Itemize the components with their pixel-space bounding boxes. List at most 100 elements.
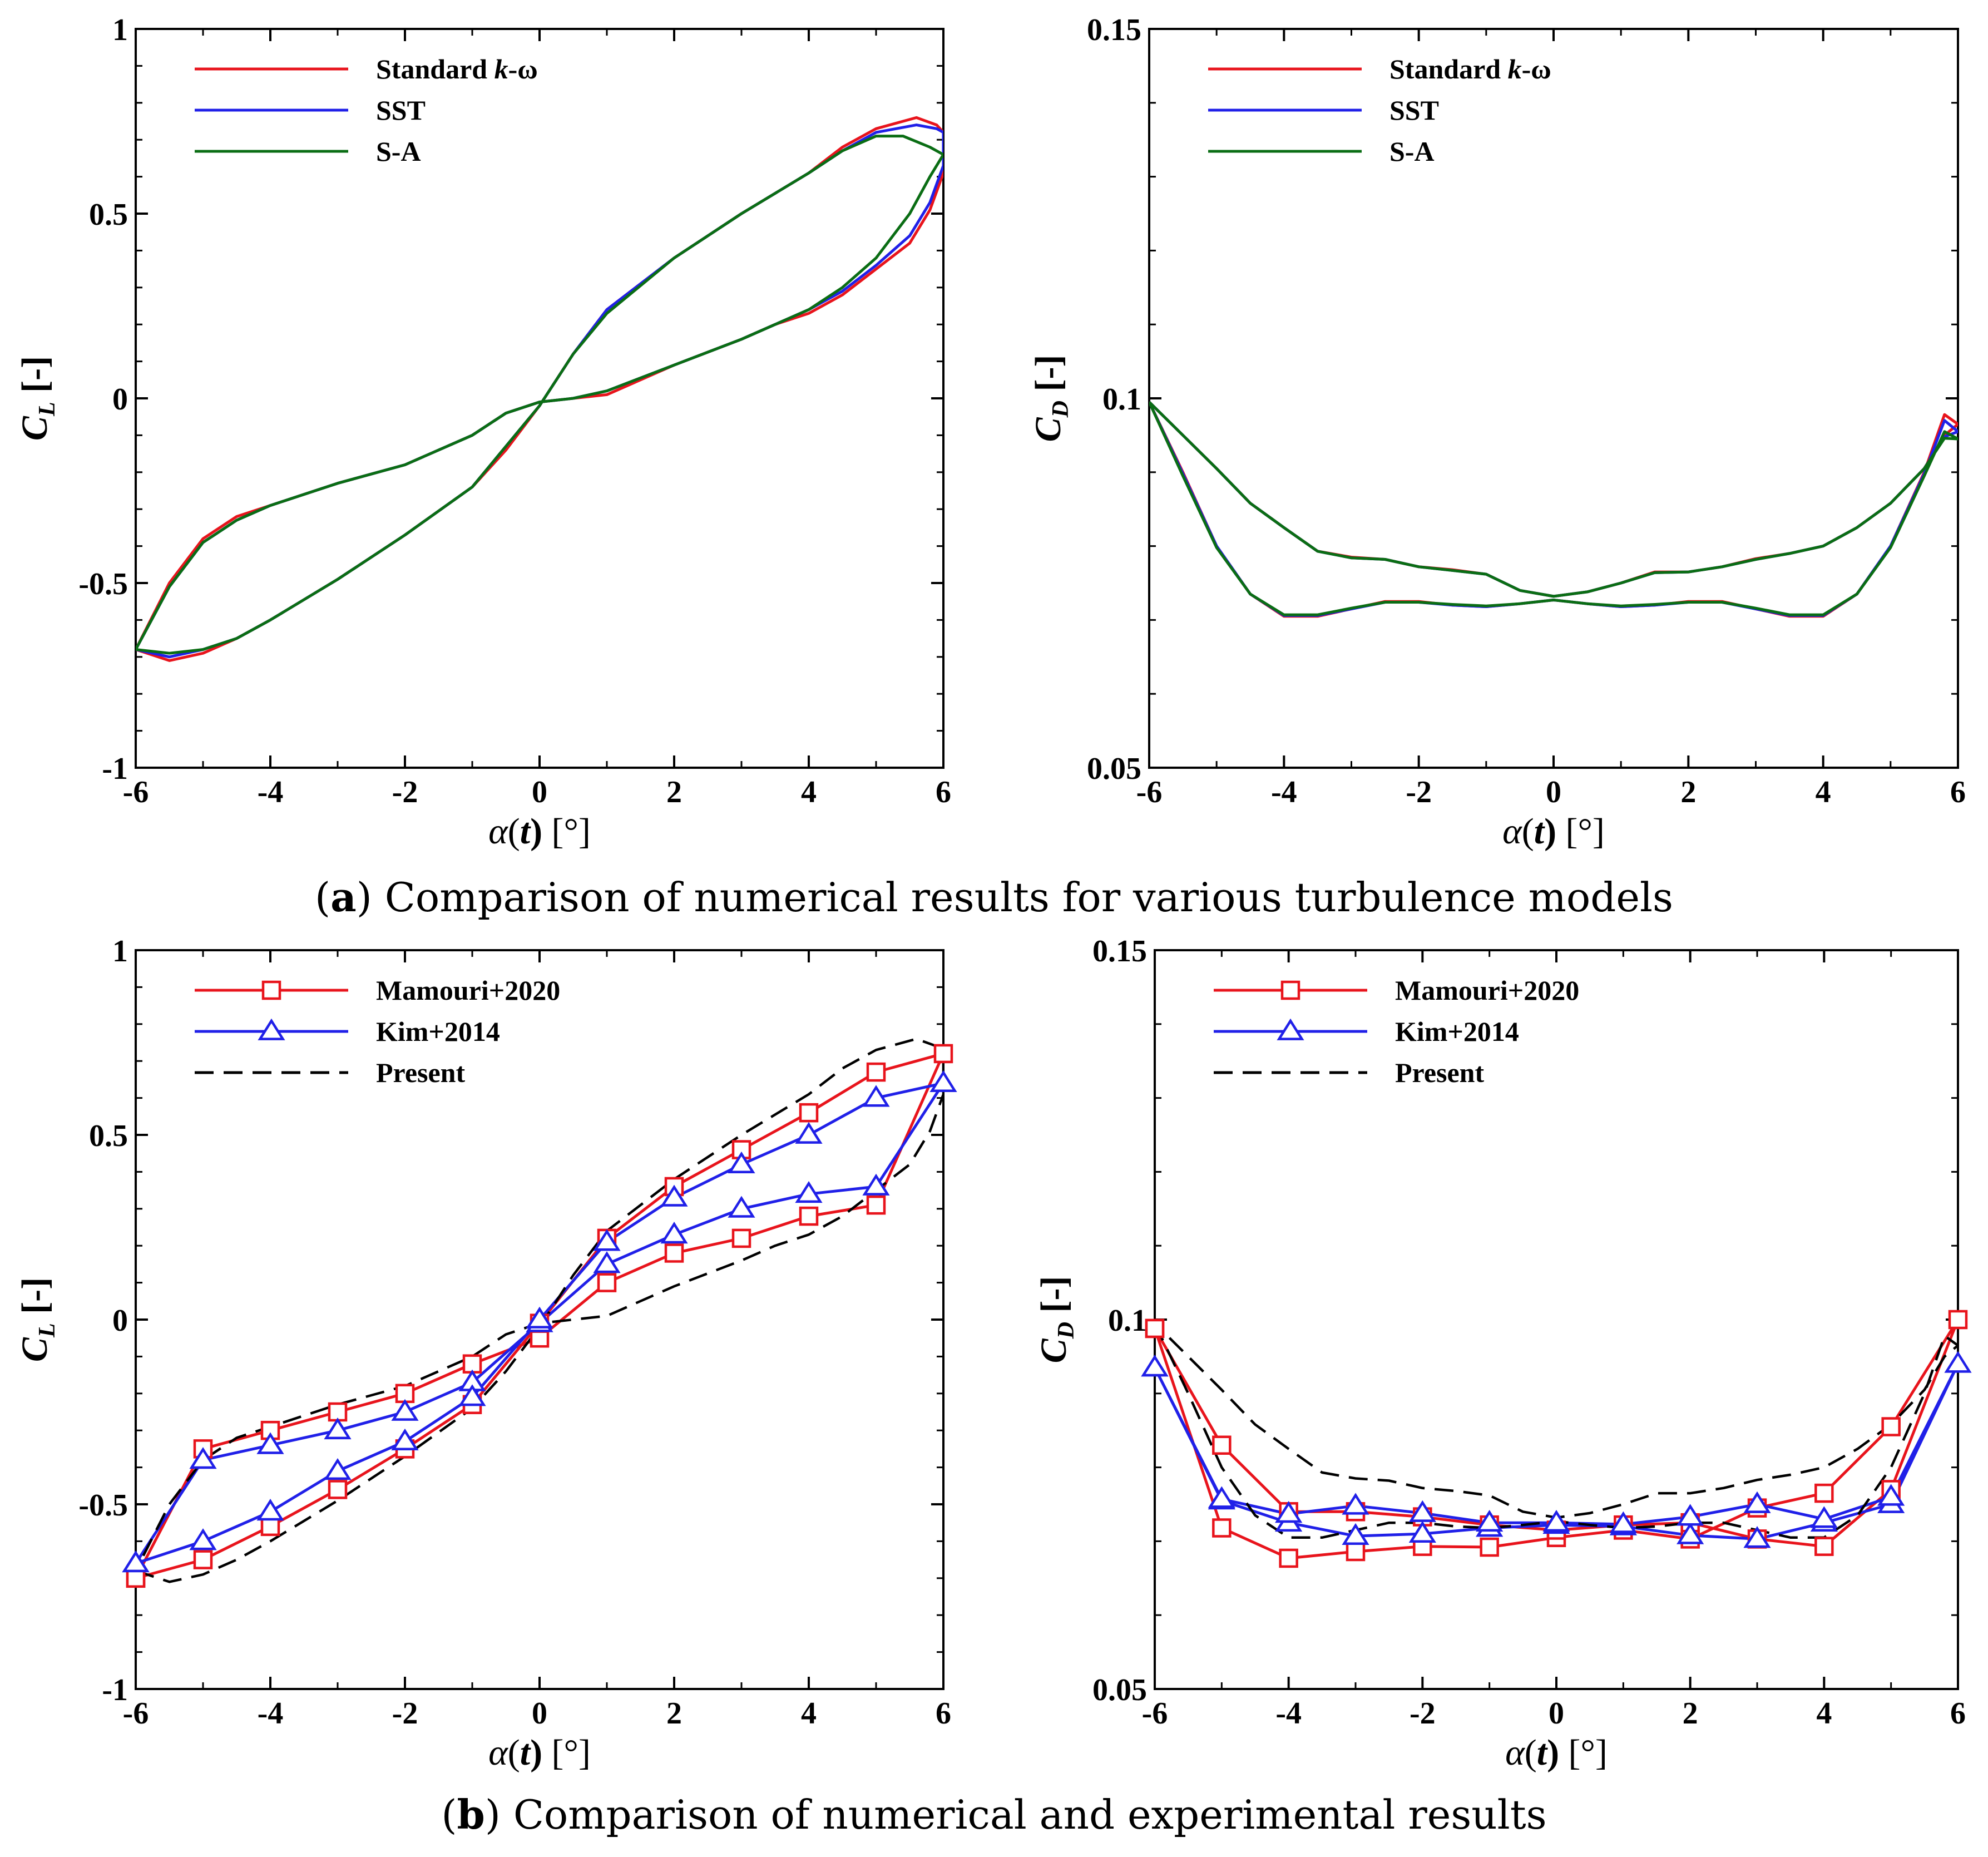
- y-tick-label: -1: [102, 752, 128, 786]
- data-point-kim-2014: [862, 1173, 890, 1196]
- data-point-kim-2014: [1743, 1491, 1771, 1513]
- x-axis-label: α(t) [°]: [1505, 1732, 1608, 1773]
- data-point-kim-2014: [391, 1428, 419, 1451]
- y-axis-label-sub: D: [1054, 1322, 1079, 1339]
- legend-label: Standard k-ω: [376, 53, 538, 85]
- data-point-kim-2014: [189, 1528, 217, 1550]
- data-point-kim-2014: [728, 1196, 755, 1218]
- legend-marker: [1280, 980, 1300, 1000]
- data-point-kim-2014: [660, 1222, 688, 1244]
- caption-a-text: ) Comparison of numerical results for va…: [357, 874, 1673, 921]
- data-point-kim-2014: [795, 1181, 823, 1203]
- legend-label: Mamouri+2020: [376, 975, 560, 1006]
- y-tick-label: 0.05: [1092, 1673, 1147, 1707]
- data-point-kim-2014: [1944, 1351, 1972, 1373]
- y-axis-label-sub: D: [1048, 401, 1074, 418]
- data-point-kim-2014: [1342, 1523, 1369, 1545]
- data-point-kim-2014: [256, 1432, 284, 1454]
- data-point-kim-2014: [1877, 1484, 1905, 1506]
- x-tick-label: 6: [1950, 1696, 1966, 1731]
- data-point-mamouri-2020: [328, 1480, 348, 1499]
- x-tick-label: -2: [1410, 1696, 1436, 1731]
- x-tick-label: 6: [936, 775, 951, 809]
- data-point-kim-2014: [593, 1229, 621, 1251]
- x-axis-label-paren-open: (: [1522, 811, 1534, 852]
- data-point-mamouri-2020: [799, 1103, 819, 1123]
- x-axis-label-alpha: α: [488, 811, 508, 852]
- x-axis-label-alpha: α: [1505, 1732, 1525, 1773]
- data-point-mamouri-2020: [597, 1273, 617, 1292]
- series-line-s-a: [1149, 401, 1958, 616]
- data-point-mamouri-2020: [260, 1517, 280, 1537]
- data-point-kim-2014: [1476, 1509, 1504, 1532]
- legend-label-k: k: [494, 53, 508, 85]
- legend-label: Mamouri+2020: [1395, 975, 1579, 1006]
- caption-b-text: ) Comparison of numerical and experiment…: [485, 1791, 1547, 1838]
- data-point-mamouri-2020: [933, 1044, 953, 1064]
- legend-label: SST: [1389, 95, 1439, 126]
- y-axis-label-sub: L: [34, 402, 60, 417]
- data-point-kim-2014: [189, 1447, 217, 1469]
- x-tick-label: -6: [123, 1696, 149, 1731]
- y-tick-label: 1: [112, 13, 128, 47]
- legend-label-base: Standard: [1389, 53, 1508, 85]
- data-point-kim-2014: [1275, 1501, 1303, 1523]
- x-tick-label: -4: [1271, 775, 1297, 809]
- x-axis-label-unit: [°]: [542, 811, 591, 852]
- x-tick-label: -2: [392, 1696, 418, 1731]
- x-axis-label-alpha: α: [488, 1732, 508, 1773]
- x-tick-label: 4: [801, 775, 817, 809]
- data-point-mamouri-2020: [664, 1243, 684, 1263]
- data-point-kim-2014: [1342, 1493, 1369, 1515]
- caption-b-letter: b: [457, 1791, 485, 1838]
- y-axis-label: CL [-]: [14, 1277, 60, 1362]
- x-axis-label-paren-close: ): [530, 1732, 542, 1773]
- data-point-mamouri-2020: [1212, 1518, 1232, 1538]
- y-tick-label: 0.15: [1087, 13, 1141, 47]
- x-tick-label: -6: [1136, 775, 1163, 809]
- y-tick-label: 0.5: [89, 197, 128, 232]
- x-tick-label: 4: [1816, 775, 1831, 809]
- caption-a: (a) Comparison of numerical results for …: [315, 873, 1673, 921]
- legend-label-k: k: [1508, 53, 1522, 85]
- y-tick-label: 0: [112, 382, 128, 417]
- caption-a-letter: a: [330, 873, 357, 921]
- x-axis-label-t: t: [1537, 1732, 1548, 1773]
- y-axis-label-unit: [-]: [1033, 1276, 1074, 1322]
- data-point-kim-2014: [1743, 1526, 1771, 1548]
- y-tick-label: -0.5: [78, 1488, 128, 1523]
- data-point-kim-2014: [728, 1151, 755, 1174]
- legend-label-omega: -ω: [508, 53, 538, 85]
- data-point-kim-2014: [526, 1306, 553, 1328]
- x-axis-label-t: t: [520, 811, 531, 852]
- y-axis-label: CD [-]: [1033, 1276, 1079, 1364]
- data-point-mamouri-2020: [1948, 1310, 1968, 1330]
- x-tick-label: 2: [666, 1696, 682, 1731]
- data-point-kim-2014: [324, 1417, 352, 1440]
- x-axis-label-t: t: [1534, 811, 1545, 852]
- x-axis-label-paren-close: ): [1544, 811, 1556, 852]
- x-axis-label: α(t) [°]: [488, 1732, 591, 1773]
- caption-b: (b) Comparison of numerical and experime…: [441, 1791, 1546, 1838]
- series-line-s-a: [136, 135, 943, 655]
- x-tick-label: 2: [666, 775, 682, 809]
- y-axis-label-unit: [-]: [1028, 355, 1069, 401]
- x-axis-label-unit: [°]: [542, 1732, 591, 1773]
- chart-b-cl: -6 -4 -2 0 2 4 6 -1 -0.5 0 0.5 1 α(t) [°] CL [-] Mamou…: [14, 934, 957, 1773]
- legend-label: S-A: [1389, 136, 1435, 167]
- legend-marker: [258, 1018, 285, 1040]
- x-axis-label-paren-close: ): [1547, 1732, 1559, 1773]
- x-axis-label: α(t) [°]: [488, 811, 591, 852]
- data-point-kim-2014: [660, 1184, 688, 1207]
- legend-marker: [261, 980, 281, 1000]
- x-tick-label: -6: [123, 775, 149, 809]
- data-point-kim-2014: [1810, 1506, 1838, 1528]
- y-tick-label: -0.5: [78, 567, 128, 601]
- y-tick-label: 0.1: [1102, 382, 1141, 417]
- y-tick-label: 0: [112, 1303, 128, 1338]
- legend-marker: [1277, 1018, 1304, 1040]
- data-point-kim-2014: [122, 1550, 150, 1573]
- data-point-mamouri-2020: [731, 1228, 751, 1248]
- x-axis-label: α(t) [°]: [1502, 811, 1605, 852]
